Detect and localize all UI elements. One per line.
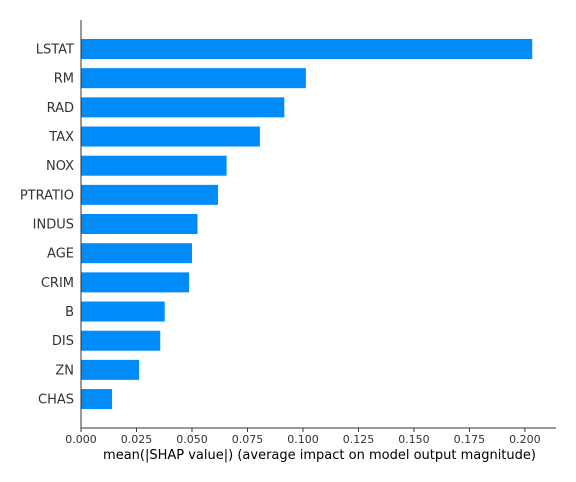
x-ticks: 0.000 0.025 0.050 0.075 0.100 0.125 0.150 0.175… [65,428,540,446]
bar-zn [81,360,139,380]
x-tick-label: 0.000 [65,433,97,446]
bars-group [81,39,532,409]
x-tick-label: 0.125 [343,433,375,446]
bar-tax [81,127,260,147]
category-label-indus: INDUS [33,218,74,233]
bar-chas [81,389,112,409]
x-tick-label: 0.200 [509,433,541,446]
bar-lstat [81,39,532,59]
bar-age [81,243,192,263]
category-label-ptratio: PTRATIO [20,188,74,203]
category-label-rm: RM [54,72,74,87]
category-label-tax: TAX [48,130,74,145]
x-tick-label: 0.150 [398,433,430,446]
category-label-chas: CHAS [38,393,74,408]
bar-indus [81,214,198,234]
bar-rad [81,97,284,117]
x-axis-title: mean(|SHAP value|) (average impact on mo… [103,448,536,463]
bar-nox [81,156,227,176]
x-tick-label: 0.025 [121,433,153,446]
bar-ptratio [81,185,218,205]
bar-b [81,302,165,322]
category-label-nox: NOX [46,159,74,174]
category-label-dis: DIS [52,334,74,349]
category-label-lstat: LSTAT [36,43,74,58]
category-label-rad: RAD [47,101,74,116]
category-label-age: AGE [47,247,74,262]
bar-rm [81,68,306,88]
category-label-b: B [65,305,74,320]
x-tick-label: 0.175 [454,433,486,446]
category-label-crim: CRIM [41,276,74,291]
x-tick-label: 0.075 [232,433,264,446]
category-labels: LSTAT RM RAD TAX NOX PTRATIO INDUS AGE CRIM B DIS Z… [20,43,74,408]
x-tick-label: 0.100 [287,433,319,446]
bar-dis [81,331,160,351]
bar-crim [81,272,189,292]
category-label-zn: ZN [55,363,74,378]
x-tick-label: 0.050 [176,433,208,446]
